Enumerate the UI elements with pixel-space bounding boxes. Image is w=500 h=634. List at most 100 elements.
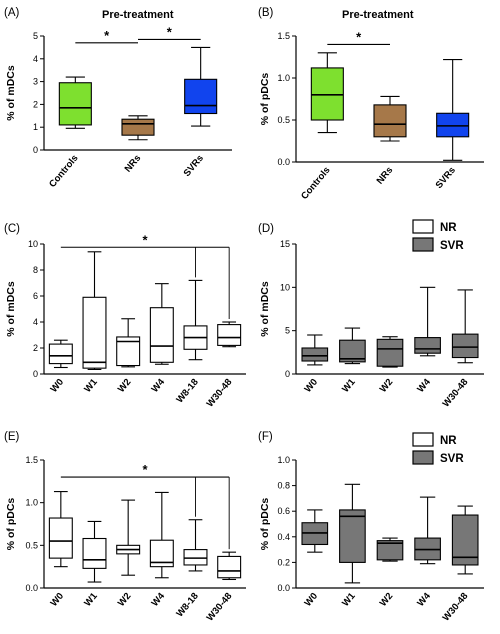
category-label-a: Controls [47, 153, 81, 190]
category-label-e: W1 [82, 590, 100, 609]
panel-label-c: (C) [4, 223, 20, 235]
box-iqr [339, 509, 366, 563]
box-iqr [121, 118, 155, 136]
chart-e: 0.0 0.5 1.0 1.5 % of pDCs W0 W1 W2 W4 W8-18 W30-48… [5, 455, 246, 623]
y-tick-label-c: 6 [33, 291, 38, 301]
legend-f-nr-label: NR [440, 435, 457, 447]
box-iqr [183, 549, 208, 566]
y-tick-label-f: 0.2 [277, 557, 290, 567]
significance-label-c: * [142, 232, 148, 247]
category-label-c: W0 [49, 377, 67, 395]
y-tick-label-a: 1 [33, 122, 38, 132]
box-iqr [376, 338, 404, 367]
y-tick-label-b: 0.0 [277, 157, 290, 167]
box-iqr [339, 339, 366, 363]
category-label-b: NRs [375, 165, 396, 187]
legend-d-svr-label: SVR [440, 240, 464, 252]
box-iqr [149, 539, 174, 568]
category-label-d: W30-48 [441, 377, 471, 410]
category-label-c: W2 [116, 377, 134, 395]
legend-f-svr-label: SVR [440, 453, 464, 465]
box-iqr [149, 307, 174, 363]
category-label-c: W4 [150, 376, 168, 395]
legend-f: NR SVR [412, 432, 464, 465]
y-tick-label-d: 15 [280, 239, 290, 249]
legend-d-nr-swatch [412, 219, 434, 234]
y-tick-label-b: 1.0 [277, 73, 290, 83]
y-tick-label-d: 10 [280, 282, 290, 292]
y-tick-label-e: 0.0 [25, 583, 38, 593]
box-iqr [82, 537, 107, 569]
box-d-3 [414, 286, 441, 357]
category-label-f: W0 [303, 591, 321, 609]
box-c-4 [183, 279, 208, 361]
significance-label-b: * [356, 29, 362, 44]
box-iqr [48, 343, 73, 365]
box-iqr [217, 324, 242, 346]
category-label-d: W0 [303, 377, 321, 395]
box-f-0 [301, 509, 329, 553]
box-iqr [436, 112, 470, 138]
box-c-1 [82, 251, 107, 371]
category-label-d: W4 [415, 376, 433, 395]
box-d-4 [451, 289, 479, 364]
legend-f-nr-swatch [412, 432, 434, 447]
legend-d-nr-label: NR [440, 222, 457, 234]
category-label-f: W2 [378, 591, 396, 609]
box-a-2 [184, 46, 218, 127]
y-axis-title-b: % of pDCs [259, 73, 271, 126]
y-tick-label-e: 0.5 [25, 540, 38, 550]
category-label-b: SVRs [434, 165, 458, 191]
y-tick-label-e: 1.0 [25, 498, 38, 508]
category-label-a: NRs [123, 153, 144, 175]
box-c-3 [149, 283, 174, 365]
y-tick-label-f: 0.6 [277, 506, 290, 516]
significance-label-a: * [167, 24, 173, 39]
box-iqr [116, 336, 141, 367]
y-axis-title-c: % of mDCs [5, 281, 17, 337]
y-tick-label-f: 0.8 [277, 481, 290, 491]
box-d-0 [301, 334, 329, 366]
box-iqr [184, 78, 218, 115]
box-d-2 [376, 336, 404, 368]
box-iqr [310, 67, 344, 121]
y-tick-label-f: 0.4 [277, 532, 290, 542]
panel-title-a: Pre-treatment [102, 9, 174, 21]
box-f-3 [414, 496, 441, 565]
category-label-f: W4 [415, 590, 433, 609]
box-a-1 [121, 115, 155, 141]
box-b-0 [310, 52, 344, 134]
y-tick-label-c: 4 [33, 317, 38, 327]
chart-d: 0 5 10 15 % of mDCs W0 W1 W2 W4 W30-48 [259, 239, 484, 409]
category-label-d: W1 [340, 376, 358, 395]
box-iqr [48, 517, 73, 559]
y-tick-label-c: 0 [33, 369, 38, 379]
box-c-5 [217, 321, 242, 348]
box-iqr [58, 82, 92, 126]
category-label-e: W2 [116, 591, 134, 609]
category-label-c: W8-18 [174, 377, 200, 406]
panel-title-b: Pre-treatment [342, 9, 414, 21]
box-iqr [301, 347, 329, 362]
box-iqr [414, 337, 441, 354]
box-iqr [376, 540, 404, 561]
y-tick-label-d: 5 [285, 326, 290, 336]
y-tick-label-a: 3 [33, 77, 38, 87]
category-label-b: Controls [299, 165, 333, 202]
y-tick-label-c: 8 [33, 265, 38, 275]
y-tick-label-c: 10 [28, 239, 38, 249]
box-c-2 [116, 318, 141, 368]
category-label-a: SVRs [182, 153, 206, 179]
y-axis-title-f: % of pDCs [259, 498, 271, 551]
category-label-f: W1 [340, 590, 358, 609]
y-axis-title-d: % of mDCs [259, 281, 271, 337]
box-a-0 [58, 76, 92, 129]
box-e-1 [82, 520, 107, 583]
significance-label-a: * [104, 28, 110, 43]
box-e-4 [183, 519, 208, 572]
y-tick-label-b: 1.5 [277, 31, 290, 41]
y-tick-label-a: 2 [33, 99, 38, 109]
y-axis-title-e: % of pDCs [5, 498, 17, 551]
significance-label-e: * [142, 462, 148, 477]
